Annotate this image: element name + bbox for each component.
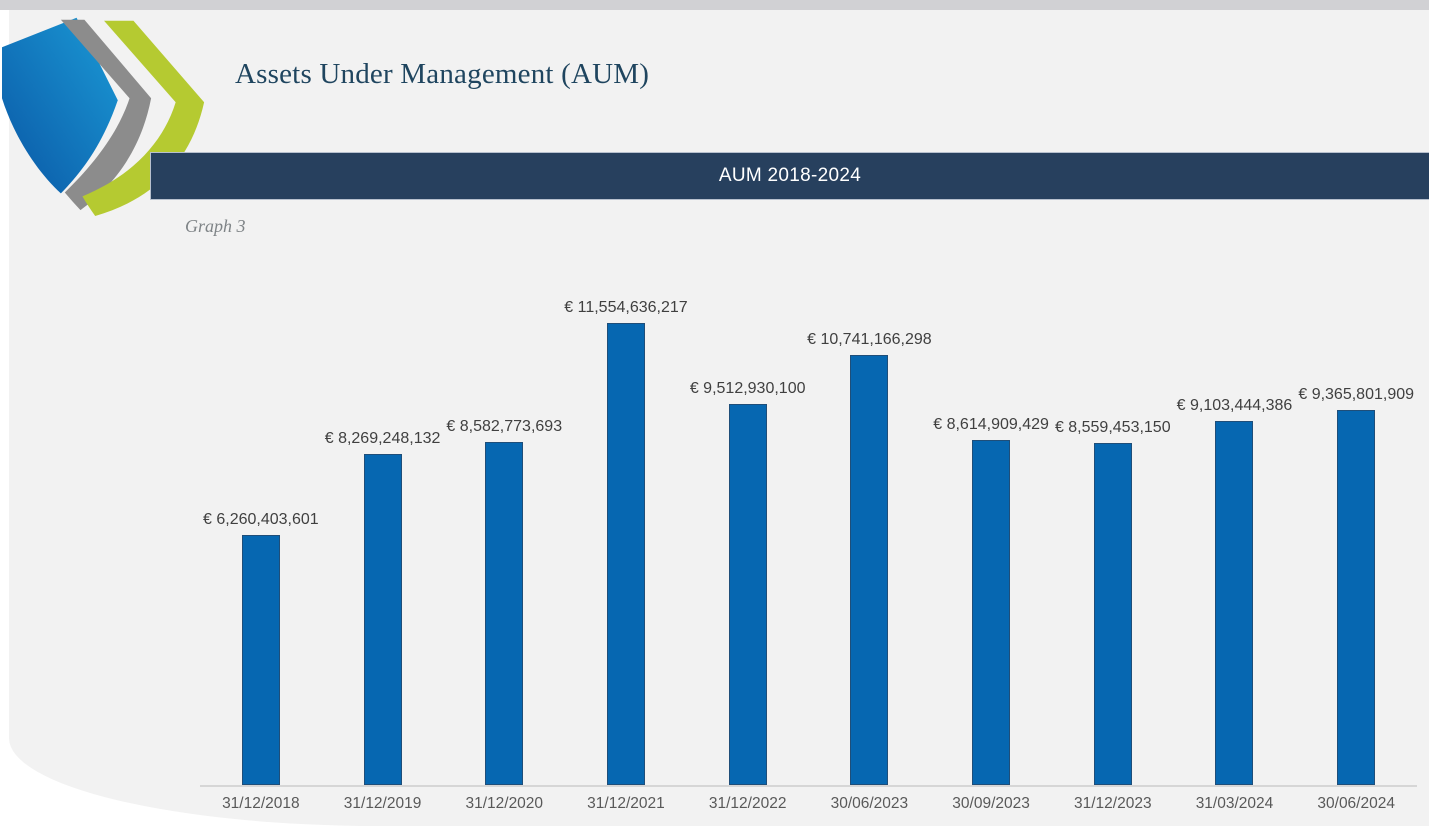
x-axis-label: 31/12/2018 — [222, 795, 300, 812]
plot-area: € 6,260,403,601 € 8,269,248,132 € 8,582,77… — [200, 299, 1417, 787]
bar-value-label: € 11,554,636,217 — [564, 299, 688, 317]
bar — [972, 440, 1011, 785]
bar-column: € 8,269,248,132 — [322, 430, 444, 785]
x-axis-label: 31/12/2019 — [343, 795, 422, 812]
bar-value-label: € 9,103,444,386 — [1176, 397, 1293, 415]
bar-column: € 11,554,636,217 — [564, 299, 688, 785]
graph-caption: Graph 3 — [185, 216, 246, 236]
bar-value-label: € 8,269,248,132 — [324, 430, 441, 448]
x-axis-label: 30/06/2024 — [1317, 795, 1395, 812]
x-axis-ticks: 31/12/2018 31/12/2019 31/12/2020 31/12/2021… — [200, 795, 1417, 813]
logo-blue-swoosh — [2, 17, 118, 194]
x-axis-label: 31/03/2024 — [1195, 795, 1274, 812]
page-title: Assets Under Management (AUM) — [235, 58, 650, 90]
bar-value-label: € 8,559,453,150 — [1054, 419, 1171, 437]
bar — [606, 323, 645, 785]
x-axis-label: 31/12/2022 — [708, 795, 787, 812]
bar-column: € 9,103,444,386 — [1174, 397, 1296, 785]
bar-column: € 8,582,773,693 — [443, 418, 565, 785]
bar — [363, 454, 402, 785]
bar-column: € 9,365,801,909 — [1295, 386, 1417, 785]
bar-column: € 6,260,403,601 — [200, 511, 322, 785]
bar-value-label: € 8,582,773,693 — [446, 418, 563, 436]
bar-column: € 8,559,453,150 — [1052, 419, 1174, 785]
bar — [1215, 421, 1254, 785]
logo-green-swoosh — [82, 20, 205, 216]
bar-column: € 9,512,930,100 — [687, 380, 809, 785]
bar-value-label: € 9,365,801,909 — [1298, 386, 1415, 404]
bar-value-label: € 6,260,403,601 — [203, 511, 319, 529]
bar — [1093, 443, 1132, 785]
bar-column: € 10,741,166,298 — [807, 331, 932, 785]
bar-value-label: € 9,512,930,100 — [689, 380, 806, 398]
bar-column: € 8,614,909,429 — [930, 416, 1052, 785]
bar — [1337, 410, 1376, 785]
chart-title-banner: AUM 2018-2024 — [150, 152, 1429, 200]
bar — [485, 442, 524, 785]
x-axis-label: 30/09/2023 — [952, 795, 1030, 812]
x-axis-label: 31/12/2021 — [587, 795, 665, 812]
x-axis-label: 30/06/2023 — [830, 795, 909, 812]
bar — [850, 355, 889, 785]
bar-chart: € 6,260,403,601 € 8,269,248,132 € 8,582,77… — [200, 299, 1417, 813]
bar-value-label: € 10,741,166,298 — [807, 331, 932, 349]
logo-gray-swoosh — [60, 19, 152, 211]
x-axis-label: 31/12/2023 — [1073, 795, 1152, 812]
top-stripe — [0, 0, 1429, 10]
chart-title-text: AUM 2018-2024 — [718, 165, 862, 186]
bar-value-label: € 8,614,909,429 — [933, 416, 1049, 434]
bar — [241, 535, 280, 785]
bar — [728, 404, 767, 785]
company-logo-icon — [2, 17, 205, 216]
x-axis-label: 31/12/2020 — [465, 795, 544, 812]
